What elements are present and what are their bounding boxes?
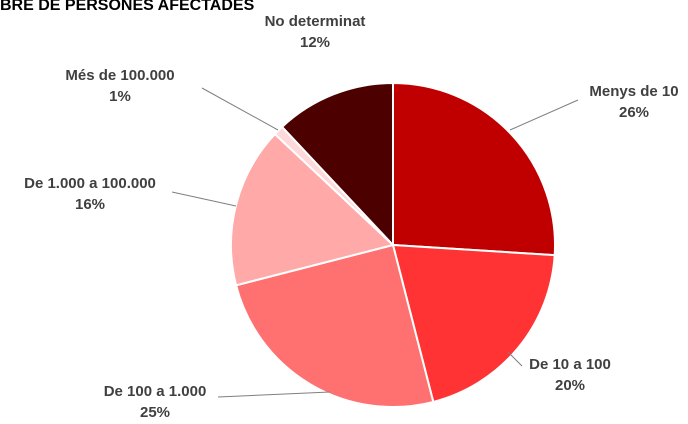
chart-title: BRE DE PERSONES AFECTADES: [0, 0, 255, 14]
pie-slice: [280, 81, 394, 248]
leader-line: [509, 99, 579, 131]
slice-label: Menys de 10: [589, 83, 678, 100]
slice-label: Més de 100.000: [65, 67, 174, 84]
pie-slice: [230, 132, 396, 287]
leader-line: [201, 87, 279, 131]
slice-value-label: 20%: [555, 377, 585, 394]
pie-slice: [391, 243, 556, 404]
slice-label: No determinat: [265, 13, 366, 30]
slice-label: De 1.000 a 100.000: [24, 175, 156, 192]
slice-value-label: 12%: [300, 34, 330, 51]
leader-line: [507, 351, 523, 367]
slice-value-label: 16%: [75, 196, 105, 213]
slice-value-label: 26%: [619, 104, 649, 121]
slice-value-label: 1%: [109, 88, 131, 105]
leader-line: [171, 191, 237, 207]
slice-label: De 10 a 100: [529, 356, 611, 373]
pie-slice: [392, 81, 556, 257]
slice-value-label: 25%: [140, 404, 170, 421]
leader-line: [217, 391, 331, 398]
pie-slice: [234, 243, 435, 408]
slice-label: De 100 a 1.000: [104, 383, 207, 400]
